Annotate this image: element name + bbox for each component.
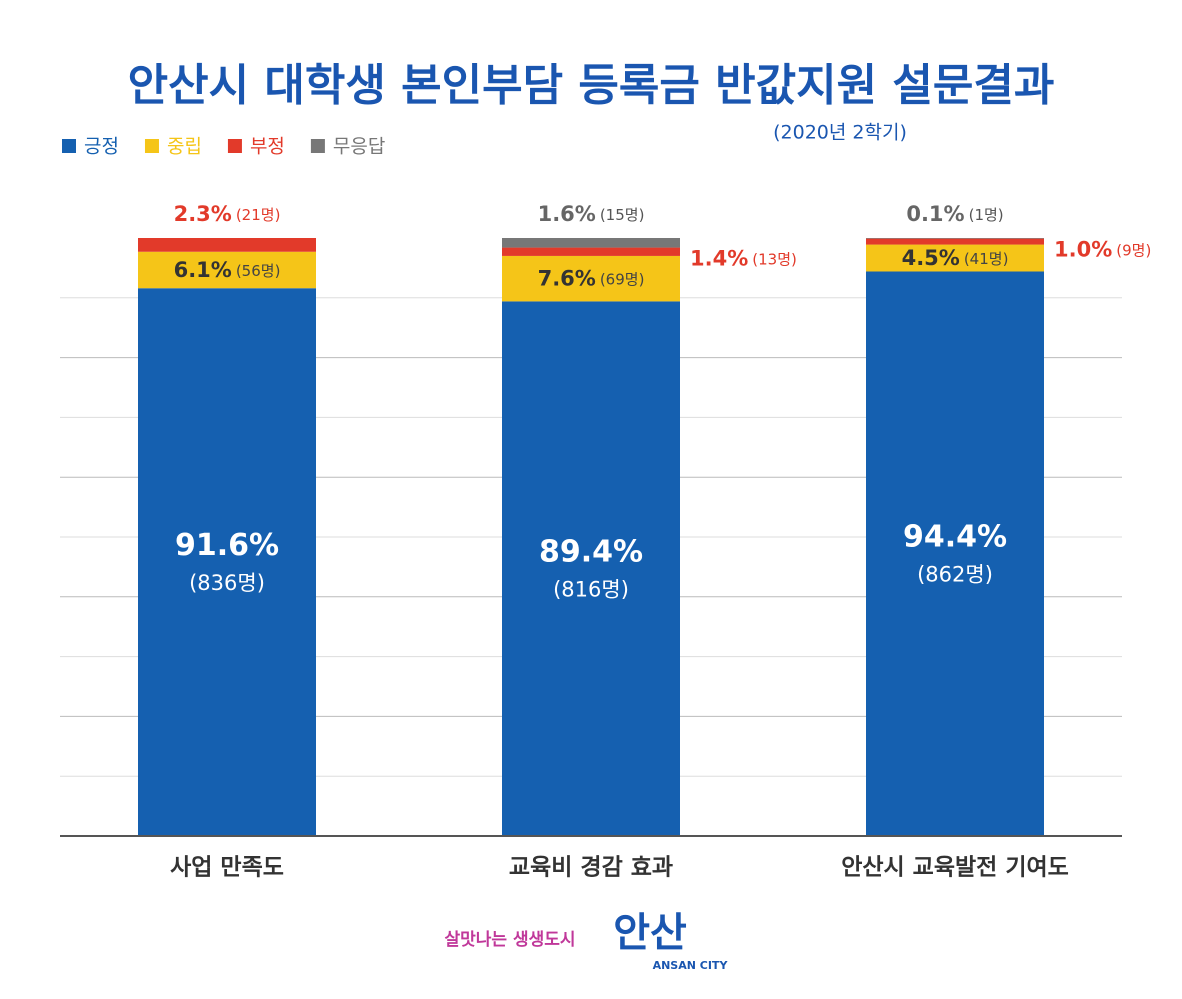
count-label: (862명) <box>917 563 993 587</box>
count-label: (41명) <box>964 250 1009 268</box>
count-label: (21명) <box>236 206 281 224</box>
legend-swatch <box>144 139 159 153</box>
value-label: 1.6% <box>538 202 596 226</box>
legend-label: 부정 <box>250 136 285 158</box>
value-label: 0.1% <box>906 202 964 226</box>
bar-segment <box>138 251 316 289</box>
chart-subtitle: (2020년 2학기) <box>773 122 907 144</box>
count-label: (836명) <box>189 571 265 595</box>
data-label: 7.6% (69명) <box>538 267 645 291</box>
bar-segment <box>138 238 316 252</box>
count-label: (15명) <box>600 206 645 224</box>
data-label: 1.4% (13명) <box>690 247 797 271</box>
data-label: 94.4% <box>903 519 1007 554</box>
bar-segment <box>502 301 680 836</box>
value-label: 94.4% <box>903 519 1007 554</box>
x-tick-label: 안산시 교육발전 기여도 <box>841 855 1069 881</box>
value-label: 7.6% <box>538 267 596 291</box>
value-label: 1.4% <box>690 247 748 271</box>
footer-logo: 안산 <box>613 910 687 956</box>
value-label: 2.3% <box>174 202 232 226</box>
legend-swatch <box>62 139 76 153</box>
legend-label: 중립 <box>167 136 202 158</box>
count-label: (13명) <box>752 250 797 268</box>
legend-swatch <box>310 139 325 153</box>
bar-segment <box>866 238 1044 239</box>
bar-segment <box>138 288 316 836</box>
footer-slogan: 살맛나는 생생도시 <box>444 930 575 950</box>
count-label: (56명) <box>236 261 281 279</box>
bar-segment <box>502 255 680 302</box>
x-tick-label: 사업 만족도 <box>170 855 284 881</box>
value-label: 4.5% <box>902 246 960 270</box>
bar-segment <box>502 247 680 256</box>
data-label: 91.6% <box>175 528 279 563</box>
data-label: 6.1% (56명) <box>174 258 281 282</box>
legend-label: 무응답 <box>333 136 385 158</box>
chart-title: 안산시 대학생 본인부담 등록금 반값지원 설문결과 <box>128 60 1055 111</box>
footer-city: ANSAN CITY <box>653 959 729 972</box>
count-label: (9명) <box>1116 241 1151 259</box>
value-label: 89.4% <box>539 534 643 569</box>
value-label: 1.0% <box>1054 238 1112 262</box>
legend-swatch <box>227 139 242 153</box>
bar-segment <box>502 238 680 248</box>
bar-segment <box>866 238 1044 245</box>
legend-label: 긍정 <box>84 136 119 158</box>
data-label: 2.3% (21명) <box>174 202 281 226</box>
count-label: (816명) <box>553 578 629 602</box>
count-label: (1명) <box>969 206 1004 224</box>
data-label: 0.1% (1명) <box>906 202 1003 226</box>
data-label: 4.5% (41명) <box>902 246 1009 270</box>
bar-segment <box>866 271 1044 836</box>
data-label: 89.4% <box>539 534 643 569</box>
value-label: 91.6% <box>175 528 279 563</box>
data-label: 1.0% (9명) <box>1054 238 1151 262</box>
count-label: (69명) <box>600 270 645 288</box>
data-label: 1.6% (15명) <box>538 202 645 226</box>
value-label: 6.1% <box>174 258 232 282</box>
bar-segment <box>866 244 1044 272</box>
x-tick-label: 교육비 경감 효과 <box>509 855 673 881</box>
